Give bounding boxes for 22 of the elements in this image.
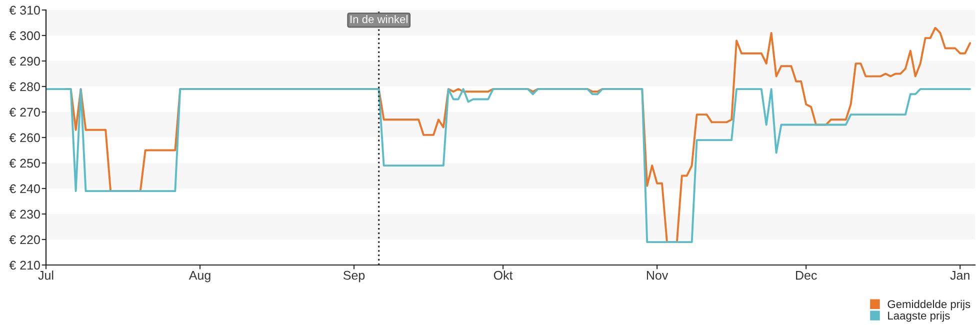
x-tick-label: Jul <box>38 270 54 280</box>
legend-label: Laagste prijs <box>888 311 950 322</box>
y-tick-label: € 290 <box>9 56 40 66</box>
x-tick-label: Nov <box>646 271 668 280</box>
x-tick-label: Dec <box>796 271 817 280</box>
x-tick-label: Sep <box>343 270 365 282</box>
y-tick-label: € 240 <box>9 184 40 194</box>
legend-label: Gemiddelde prijs <box>888 300 970 310</box>
y-tick-label: € 310 <box>9 6 40 15</box>
y-tick-label: € 270 <box>9 108 40 117</box>
line-series <box>46 88 972 244</box>
y-tick-label: € 260 <box>9 133 40 142</box>
y-tick-label: € 250 <box>9 158 40 168</box>
x-tick-label: Okt <box>494 270 513 280</box>
y-tick-label: € 220 <box>9 235 40 244</box>
y-tick-label: € 230 <box>9 210 40 219</box>
annotation: In de winkel <box>350 15 408 24</box>
x-tick-label: Jan <box>950 271 970 280</box>
y-tick-label: € 210 <box>9 260 40 270</box>
y-tick-label: € 280 <box>9 82 40 92</box>
x-tick-label: Aug <box>188 271 210 282</box>
y-tick-label: € 300 <box>9 31 40 40</box>
